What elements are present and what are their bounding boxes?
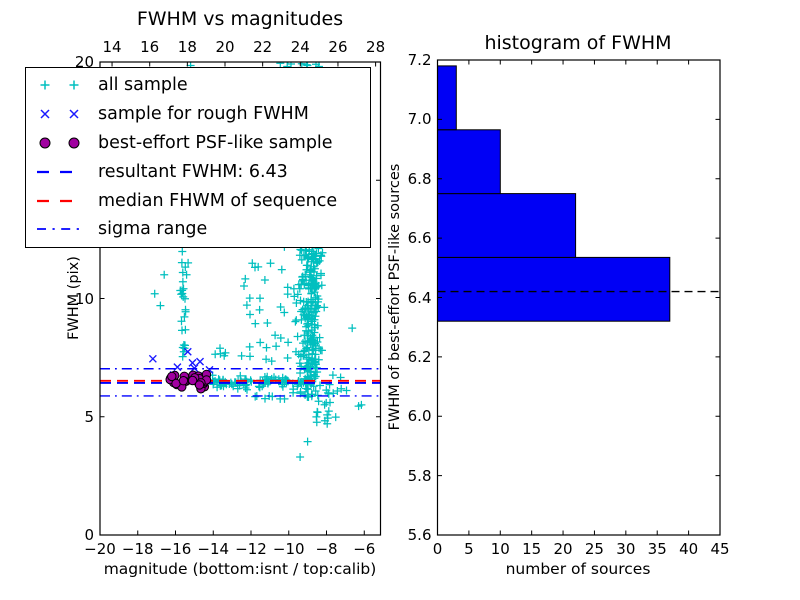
legend: all sample sample for rough FWHM best-effo… — [25, 67, 371, 248]
legend-item: best-effort PSF-like sample — [33, 129, 370, 158]
legend-item: resultant FWHM: 6.43 — [33, 157, 370, 186]
legend-item: all sample — [33, 71, 370, 100]
legend-item-label: all sample — [98, 75, 188, 96]
legend-marker-plus — [40, 80, 79, 90]
legend-item-label: resultant FWHM: 6.43 — [98, 161, 288, 182]
legend-marker-x — [40, 109, 79, 119]
legend-item: sample for rough FWHM — [33, 100, 370, 129]
legend-line-dashed — [37, 199, 83, 202]
legend-marker-circle — [39, 137, 80, 149]
legend-item-label: sample for rough FWHM — [98, 104, 309, 125]
histogram-data-layer — [437, 65, 720, 322]
psf-like-series — [165, 369, 212, 394]
legend-item-label: median FHWM of sequence — [98, 190, 338, 211]
scatter-xlabel: magnitude (bottom:isnt / top:calib) — [103, 560, 377, 578]
histogram-bar — [437, 256, 671, 322]
legend-item: median FHWM of sequence — [33, 186, 370, 215]
histogram-xlabel: number of sources — [505, 560, 651, 578]
legend-item-label: sigma range — [98, 219, 208, 240]
legend-line-dashed — [37, 170, 83, 173]
histogram-title: histogram of FWHM — [484, 32, 672, 54]
legend-item: sigma range — [33, 215, 370, 244]
histogram-bar — [437, 129, 501, 195]
scatter-title: FWHM vs magnitudes — [136, 8, 344, 30]
histogram-bar — [437, 193, 577, 258]
scatter-data-layer — [100, 62, 381, 461]
histogram-bar — [437, 65, 457, 131]
legend-line-dashdot — [37, 228, 81, 231]
legend-item-label: best-effort PSF-like sample — [98, 132, 333, 153]
